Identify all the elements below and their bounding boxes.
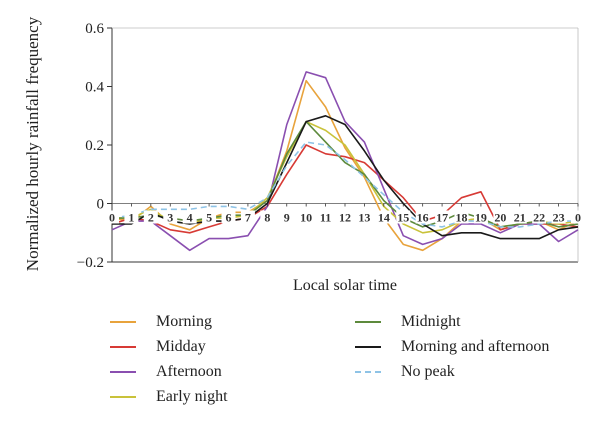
legend-swatch-no-peak <box>355 371 381 373</box>
x-tick-label-background <box>473 210 488 224</box>
x-tick-label-background <box>124 210 139 224</box>
x-tick-label-background <box>240 210 255 224</box>
x-tick-label: 9 <box>284 211 290 225</box>
legend-item-morning: Morning <box>110 310 212 334</box>
x-tick-label-background <box>182 210 197 224</box>
x-tick-label: 5 <box>206 211 212 225</box>
legend-label-midday: Midday <box>156 338 206 355</box>
series-line-morning <box>111 79 579 252</box>
legend-label-early-night: Early night <box>156 388 228 405</box>
x-tick-label-background <box>338 210 352 224</box>
x-tick-label-background <box>551 210 566 224</box>
x-tick-label-background <box>143 210 158 224</box>
x-tick-label-background <box>376 210 391 224</box>
x-tick-label-background <box>279 210 294 224</box>
x-tick-label-background <box>532 210 547 224</box>
x-tick-label: 14 <box>378 211 390 225</box>
legend-label-morning-and-afternoon: Morning and afternoon <box>401 338 550 355</box>
x-tick-label: 4 <box>187 211 193 225</box>
x-tick-label: 23 <box>553 211 565 225</box>
x-tick-label: 2 <box>148 211 154 225</box>
x-tick-label: 18 <box>456 211 468 225</box>
series-line-no-peak <box>111 141 578 228</box>
series-line-morning-and-afternoon <box>112 115 579 240</box>
x-tick-label-background <box>299 210 314 224</box>
legend-label-morning: Morning <box>156 313 212 330</box>
x-tick-label: 15 <box>397 211 409 225</box>
legend-item-morning-and-afternoon: Morning and afternoon <box>355 335 549 359</box>
legend-swatch-afternoon <box>110 371 136 373</box>
y-tick-label: −0.2 <box>77 255 104 271</box>
x-tick-label-background <box>318 210 333 224</box>
legend-swatch-midday <box>110 346 136 348</box>
x-tick-label: 16 <box>417 211 429 225</box>
legend-swatch-early-night <box>110 396 136 398</box>
legend-label-no-peak: No peak <box>401 363 455 380</box>
legend-label-afternoon: Afternoon <box>156 363 222 380</box>
x-tick-label-background <box>415 210 430 224</box>
x-tick-label: 10 <box>300 211 312 225</box>
x-tick-label-background <box>221 210 236 224</box>
x-tick-label: 0 <box>109 211 115 225</box>
x-tick-label: 7 <box>245 211 251 225</box>
x-axis-ticks: 0 1 2 3 4 5 6 7 8 9 10 11 12 13 14 15 16 17 18 19 20 21 22 23 0 <box>105 203 585 225</box>
legend-item-no-peak: No peak <box>355 360 455 384</box>
x-axis-label: Local solar time <box>293 277 397 294</box>
x-tick-label-background <box>396 210 411 224</box>
legend-item-midnight: Midnight <box>355 310 461 334</box>
x-tick-label-background <box>512 210 527 224</box>
legend-swatch-morning-and-afternoon <box>355 346 381 348</box>
legend-label-midnight: Midnight <box>401 313 461 330</box>
y-axis-label: Normalized hourly rainfall frequency <box>23 16 42 271</box>
x-tick-label-background <box>571 210 585 224</box>
x-tick-label: 21 <box>514 211 526 225</box>
x-tick-label-background <box>163 210 178 224</box>
legend-item-midday: Midday <box>110 335 206 359</box>
y-tick-label: 0.2 <box>85 138 104 154</box>
x-tick-label-background <box>493 210 508 224</box>
x-tick-label-background <box>105 210 119 224</box>
y-tick-label: 0 <box>97 197 105 213</box>
x-tick-label: 13 <box>358 211 370 225</box>
legend-swatch-morning <box>110 321 136 323</box>
x-tick-label: 8 <box>264 211 270 225</box>
x-tick-label-background <box>454 210 469 224</box>
legend-item-early-night: Early night <box>110 385 228 409</box>
y-tick-label: 0.4 <box>85 80 104 96</box>
x-tick-label: 0 <box>575 211 581 225</box>
x-tick-label: 19 <box>475 211 487 225</box>
x-tick-label: 6 <box>226 211 232 225</box>
series-layer <box>111 71 579 252</box>
x-tick-label: 1 <box>128 211 134 225</box>
line-chart: −0.200.20.40.6 0 1 2 3 4 5 6 7 8 9 10 11 12 13 14 15 16 1… <box>23 16 585 294</box>
legend-item-afternoon: Afternoon <box>110 360 222 384</box>
x-tick-label: 3 <box>167 211 173 225</box>
y-axis-ticks: −0.2 0 0.2 0.4 0.6 <box>77 21 112 271</box>
x-tick-label: 11 <box>320 211 331 225</box>
x-tick-label: 12 <box>339 211 351 225</box>
x-tick-label-background <box>260 210 275 224</box>
x-tick-label-background <box>202 210 217 224</box>
legend: Morning Midday Afternoon Early night Mid… <box>0 308 600 428</box>
x-tick-label: 17 <box>436 211 448 225</box>
x-tick-label: 22 <box>533 211 545 225</box>
legend-swatch-midnight <box>355 321 381 323</box>
x-tick-label-background <box>435 210 450 224</box>
y-tick-label: 0.6 <box>85 21 104 37</box>
x-tick-label-background <box>357 210 372 224</box>
x-tick-label: 20 <box>494 211 506 225</box>
